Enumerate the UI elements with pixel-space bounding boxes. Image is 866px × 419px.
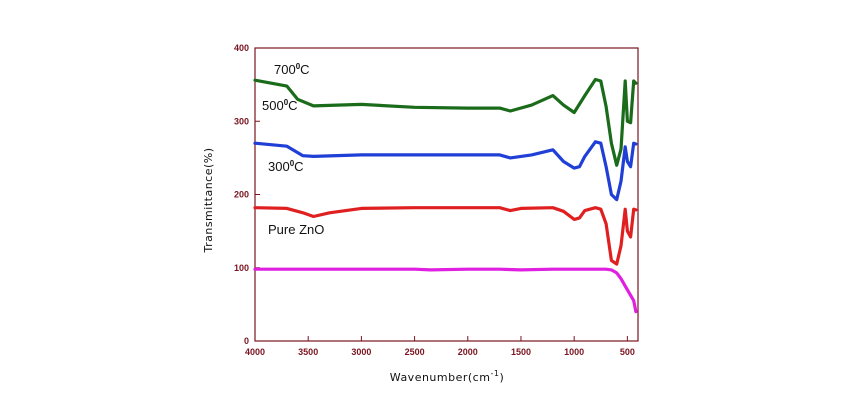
series-lines <box>253 77 638 314</box>
series-labels: 7000C 5000C 3000C Pure ZnO <box>262 62 324 237</box>
x-axis-ticks: 4000 3500 3000 2500 2000 1500 1000 500 <box>245 336 635 357</box>
series-line-pure <box>253 206 638 266</box>
series-line-300C <box>253 140 638 202</box>
x-tick-label: 3500 <box>298 347 318 357</box>
y-tick-label: 400 <box>234 43 249 53</box>
x-tick-label: 4000 <box>245 347 265 357</box>
x-tick-label: 3000 <box>351 347 371 357</box>
plot-axes <box>254 47 639 342</box>
series-label-500C: 5000C <box>262 98 298 113</box>
y-tick-label: 300 <box>234 116 249 126</box>
series-label-pure: Pure ZnO <box>268 222 324 237</box>
y-tick-label: 100 <box>234 263 249 273</box>
x-tick-label: 2500 <box>405 347 425 357</box>
x-axis-title: Wavenumber(cm-1) <box>390 369 504 384</box>
x-tick-label: 2000 <box>458 347 478 357</box>
x-tick-label: 500 <box>620 347 635 357</box>
y-tick-label: 200 <box>234 190 249 200</box>
x-tick-label: 1000 <box>564 347 584 357</box>
series-label-300C: 3000C <box>268 159 304 174</box>
y-tick-label: 0 <box>244 336 249 346</box>
x-tick-label: 1500 <box>511 347 531 357</box>
y-axis-ticks: 400 300 200 100 0 <box>234 43 260 346</box>
plot-frame <box>254 47 639 342</box>
y-axis-title: Transmittance(%) <box>202 147 215 253</box>
series-line-500C <box>253 77 638 167</box>
series-label-700C: 7000C <box>274 62 310 77</box>
series-line-ref <box>253 267 638 314</box>
